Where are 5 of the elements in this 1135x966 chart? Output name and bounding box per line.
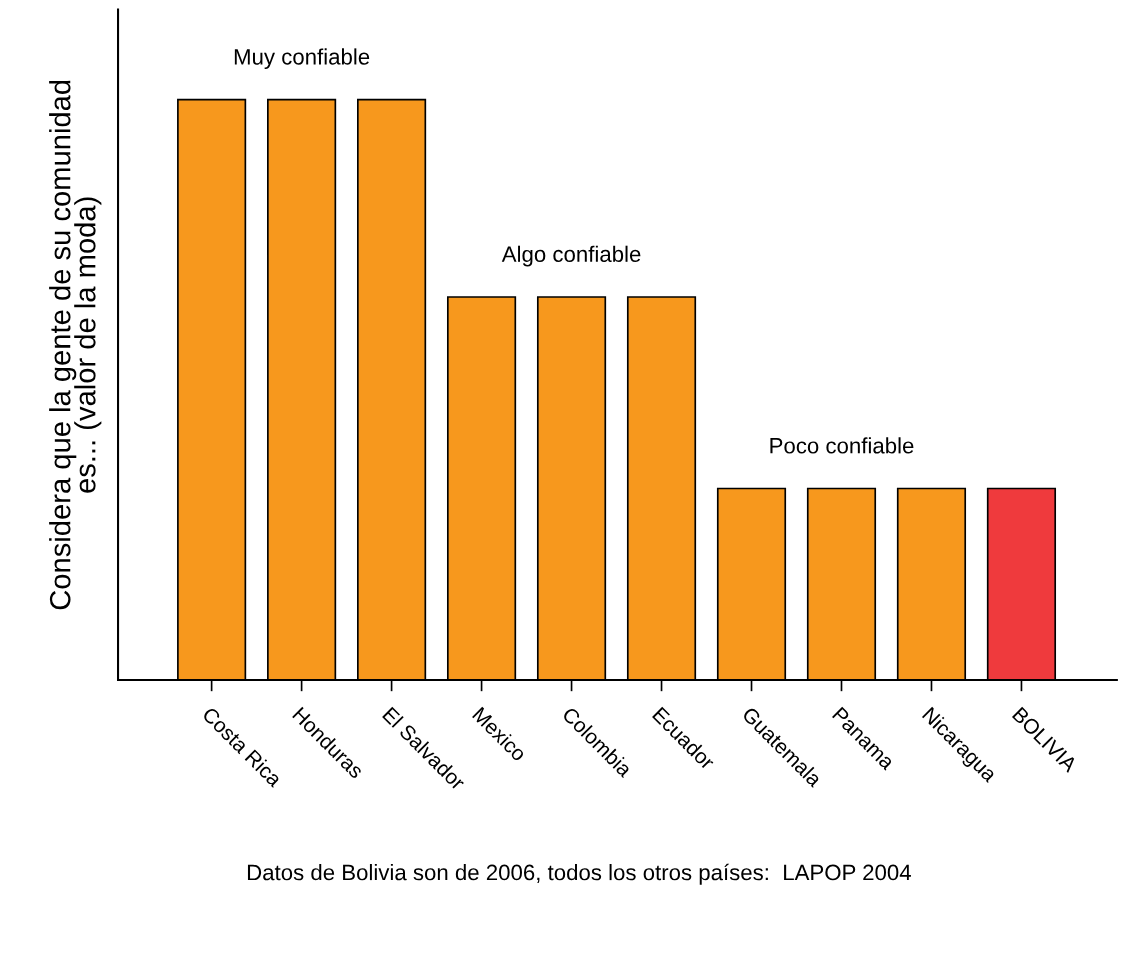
text: Datos de Bolivia son de 2006, todos los otros países: LAPOP 2004 xyxy=(247,863,911,885)
annotation: Algo confiable xyxy=(501,245,641,267)
annotation: Poco confiable xyxy=(770,437,914,454)
y-axis-title: Considera que la gente de su comunidad es... (valor de la moda) xyxy=(49,80,102,610)
annotation: Muy confiable xyxy=(234,48,370,70)
